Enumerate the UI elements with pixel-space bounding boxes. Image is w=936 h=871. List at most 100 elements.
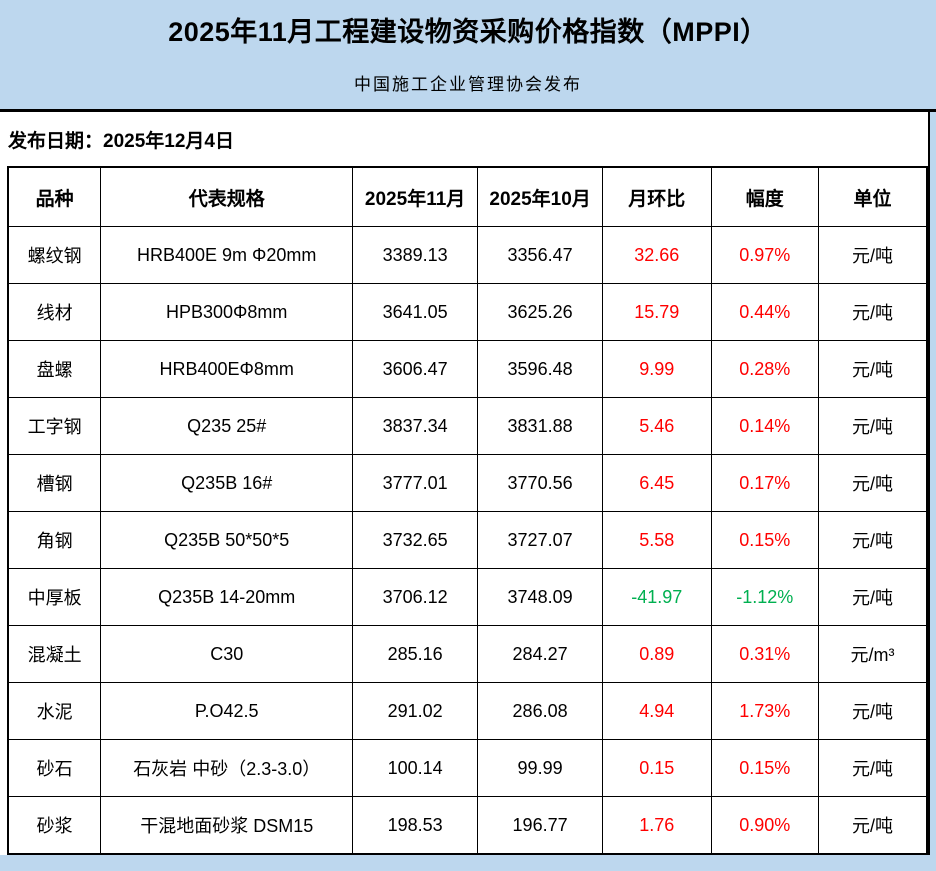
release-date: 发布日期：2025年12月4日 (0, 112, 928, 166)
cell-oct: 3596.48 (477, 340, 604, 398)
cell-rate: 0.44% (710, 283, 820, 341)
table-row: 砂浆 干混地面砂浆 DSM15 198.53 196.77 1.76 0.90% 元/吨 (7, 796, 928, 855)
cell-nov: 3732.65 (352, 511, 479, 569)
cell-oct: 3770.56 (477, 454, 604, 512)
table-row: 盘螺 HRB400EΦ8mm 3606.47 3596.48 9.99 0.28% 元/吨 (7, 340, 928, 398)
table-row: 线材 HPB300Φ8mm 3641.05 3625.26 15.79 0.44% 元/吨 (7, 283, 928, 341)
cell-oct: 3727.07 (477, 511, 604, 569)
cell-spec: Q235B 14-20mm (100, 568, 354, 626)
cell-nov: 100.14 (352, 739, 479, 797)
cell-mom: 1.76 (602, 796, 712, 855)
cell-variety: 槽钢 (7, 454, 102, 512)
cell-nov: 3777.01 (352, 454, 479, 512)
cell-mom: 4.94 (602, 682, 712, 740)
cell-spec: HPB300Φ8mm (100, 283, 354, 341)
column-header-6: 单位 (818, 166, 928, 227)
cell-unit: 元/吨 (818, 796, 928, 855)
cell-oct: 196.77 (477, 796, 604, 855)
table-row: 砂石 石灰岩 中砂（2.3-3.0） 100.14 99.99 0.15 0.15% 元/吨 (7, 739, 928, 797)
cell-oct: 284.27 (477, 625, 604, 683)
cell-mom: 15.79 (602, 283, 712, 341)
column-header-5: 幅度 (710, 166, 820, 227)
cell-variety: 水泥 (7, 682, 102, 740)
price-table: 品种 代表规格 2025年11月 2025年10月 月环比 幅度 单位 螺纹钢 HRB400E… (7, 166, 928, 855)
cell-unit: 元/吨 (818, 454, 928, 512)
cell-unit: 元/吨 (818, 739, 928, 797)
cell-variety: 砂石 (7, 739, 102, 797)
cell-rate: 0.97% (710, 226, 820, 284)
table-row: 角钢 Q235B 50*50*5 3732.65 3727.07 5.58 0.15% 元/… (7, 511, 928, 569)
cell-spec: HRB400E 9m Φ20mm (100, 226, 354, 284)
cell-nov: 291.02 (352, 682, 479, 740)
cell-nov: 285.16 (352, 625, 479, 683)
cell-oct: 3356.47 (477, 226, 604, 284)
page-title: 2025年11月工程建设物资采购价格指数（MPPI） (168, 17, 768, 47)
column-header-0: 品种 (7, 166, 102, 227)
cell-unit: 元/吨 (818, 568, 928, 626)
cell-nov: 198.53 (352, 796, 479, 855)
column-header-4: 月环比 (602, 166, 712, 227)
cell-oct: 286.08 (477, 682, 604, 740)
cell-unit: 元/m³ (818, 625, 928, 683)
cell-mom: 0.89 (602, 625, 712, 683)
cell-mom: 32.66 (602, 226, 712, 284)
cell-mom: 0.15 (602, 739, 712, 797)
cell-unit: 元/吨 (818, 283, 928, 341)
cell-rate: 0.28% (710, 340, 820, 398)
cell-rate: 0.15% (710, 739, 820, 797)
cell-rate: -1.12% (710, 568, 820, 626)
table-row: 槽钢 Q235B 16# 3777.01 3770.56 6.45 0.17% 元/吨 (7, 454, 928, 512)
cell-mom: 5.58 (602, 511, 712, 569)
column-header-1: 代表规格 (100, 166, 354, 227)
cell-oct: 99.99 (477, 739, 604, 797)
content-panel: 发布日期：2025年12月4日 品种 代表规格 2025年11月 2025年10月 月环… (0, 112, 930, 855)
table-row: 混凝土 C30 285.16 284.27 0.89 0.31% 元/m³ (7, 625, 928, 683)
cell-rate: 0.15% (710, 511, 820, 569)
cell-unit: 元/吨 (818, 340, 928, 398)
cell-variety: 螺纹钢 (7, 226, 102, 284)
cell-spec: Q235B 50*50*5 (100, 511, 354, 569)
cell-unit: 元/吨 (818, 511, 928, 569)
table-row: 水泥 P.O42.5 291.02 286.08 4.94 1.73% 元/吨 (7, 682, 928, 740)
table-row: 工字钢 Q235 25# 3837.34 3831.88 5.46 0.14% 元/吨 (7, 397, 928, 455)
cell-rate: 0.14% (710, 397, 820, 455)
cell-variety: 砂浆 (7, 796, 102, 855)
cell-spec: Q235B 16# (100, 454, 354, 512)
cell-mom: 9.99 (602, 340, 712, 398)
cell-oct: 3625.26 (477, 283, 604, 341)
cell-mom: -41.97 (602, 568, 712, 626)
cell-variety: 工字钢 (7, 397, 102, 455)
cell-spec: 石灰岩 中砂（2.3-3.0） (100, 739, 354, 797)
cell-mom: 6.45 (602, 454, 712, 512)
cell-nov: 3606.47 (352, 340, 479, 398)
cell-spec: C30 (100, 625, 354, 683)
cell-unit: 元/吨 (818, 226, 928, 284)
cell-nov: 3641.05 (352, 283, 479, 341)
table-row: 中厚板 Q235B 14-20mm 3706.12 3748.09 -41.97 -1.1… (7, 568, 928, 626)
cell-rate: 0.31% (710, 625, 820, 683)
cell-mom: 5.46 (602, 397, 712, 455)
table-row: 螺纹钢 HRB400E 9m Φ20mm 3389.13 3356.47 32.66 0.… (7, 226, 928, 284)
cell-nov: 3706.12 (352, 568, 479, 626)
cell-variety: 线材 (7, 283, 102, 341)
cell-unit: 元/吨 (818, 397, 928, 455)
cell-spec: P.O42.5 (100, 682, 354, 740)
cell-oct: 3831.88 (477, 397, 604, 455)
cell-rate: 0.90% (710, 796, 820, 855)
cell-variety: 盘螺 (7, 340, 102, 398)
column-header-2: 2025年11月 (352, 166, 479, 227)
cell-unit: 元/吨 (818, 682, 928, 740)
column-header-3: 2025年10月 (477, 166, 604, 227)
cell-spec: HRB400EΦ8mm (100, 340, 354, 398)
table-header-row: 品种 代表规格 2025年11月 2025年10月 月环比 幅度 单位 (7, 166, 928, 227)
cell-rate: 1.73% (710, 682, 820, 740)
cell-variety: 混凝土 (7, 625, 102, 683)
title-block: 2025年11月工程建设物资采购价格指数（MPPI） 中国施工企业管理协会发布 (0, 0, 936, 112)
cell-variety: 角钢 (7, 511, 102, 569)
cell-variety: 中厚板 (7, 568, 102, 626)
cell-spec: Q235 25# (100, 397, 354, 455)
cell-nov: 3837.34 (352, 397, 479, 455)
cell-spec: 干混地面砂浆 DSM15 (100, 796, 354, 855)
cell-rate: 0.17% (710, 454, 820, 512)
cell-oct: 3748.09 (477, 568, 604, 626)
